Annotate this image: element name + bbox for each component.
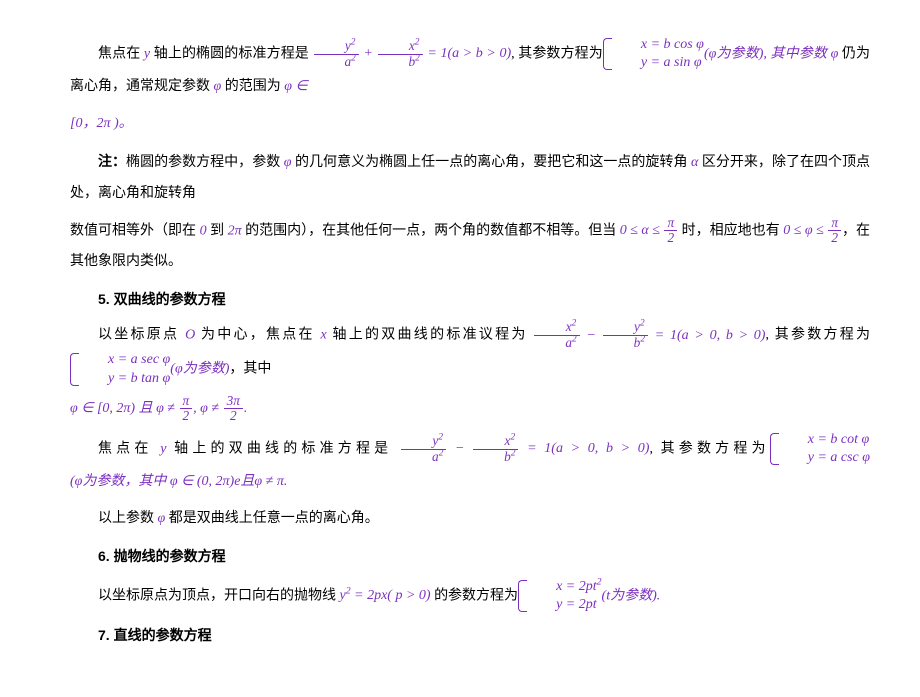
cond2: φ ∈ (0, 2π)e且φ ≠ π. (170, 474, 287, 489)
t: 焦点在 (98, 46, 144, 61)
param-sys: x = a sec φy = b tan φ (70, 351, 170, 387)
t: 都是双曲线上任意一点的离心角。 (165, 511, 379, 526)
param-sys: x = 2pt2y = 2pt (518, 578, 601, 614)
heading-6: 6. 抛物线的参数方程 (70, 541, 870, 572)
note-label: 注： (98, 153, 126, 169)
t: 轴上的双曲线的标准议程为 (327, 328, 534, 343)
para-note-cont: 数值可相等外（即在 0 到 2π 的范围内），在其他任何一点，两个角的数值都不相… (70, 216, 870, 278)
para-note: 注：椭圆的参数方程中，参数 φ 的几何意义为椭圆上任一点的离心角，要把它和这一点… (70, 146, 870, 210)
para-ellipse-yaxis: 焦点在 y 轴上的椭圆的标准方程是 y2a2 + x2b2 = 1(a > b … (70, 36, 870, 103)
para-hyperbola-x: 以坐标原点 O 为中心，焦点在 x 轴上的双曲线的标准议程为 x2a2 − y2… (70, 320, 870, 388)
two-pi: 2π (228, 223, 242, 238)
heading-5: 5. 双曲线的参数方程 (70, 284, 870, 315)
eq-hyp-y: y2a2 − x2b2 = 1(a > 0, b > 0) (400, 441, 649, 456)
t: 的几何意义为椭圆上任一点的离心角，要把它和这一点的旋转角 (292, 155, 691, 170)
t: ，其中 (229, 362, 271, 377)
t: 轴上的双曲线的标准方程是 (166, 441, 400, 456)
phi: φ (284, 155, 292, 170)
t: 数值可相等外（即在 (70, 223, 200, 238)
zero: 0 (200, 223, 207, 238)
t: 以坐标原点为顶点，开口向右的抛物线 (98, 588, 340, 603)
t: 到 (207, 223, 228, 238)
t: (φ为参数，其中 (70, 474, 170, 489)
eq-ellipse-std: y2a2 + x2b2 = 1(a > b > 0) (313, 46, 512, 61)
range: φ ∈ (284, 79, 307, 94)
t: (φ为参数), 其中参数 (704, 46, 831, 61)
t: , 其参数方程为 (649, 441, 769, 456)
eq-parabola: y2 = 2px( p > 0) (340, 588, 431, 603)
para-range-cont: [0，2π )。 (70, 109, 870, 140)
param-sys: x = b cos φy = a sin φ (603, 36, 704, 72)
t: 的范围为 (221, 79, 284, 94)
param-sys: x = b cot φy = a csc φ (770, 431, 870, 467)
t: 焦点在 (98, 441, 160, 456)
cond: φ ∈ [0, 2π) 且 φ ≠ π2, φ ≠ 3π2. (70, 401, 247, 416)
t: 时，相应地也有 (678, 223, 783, 238)
t: 以上参数 (98, 511, 158, 526)
t: (t为参数). (602, 588, 661, 603)
para-hyp-note: 以上参数 φ 都是双曲线上任意一点的离心角。 (70, 504, 870, 535)
interval: [0，2π )。 (70, 116, 133, 131)
O: O (185, 328, 195, 343)
para-parabola: 以坐标原点为顶点，开口向右的抛物线 y2 = 2px( p > 0) 的参数方程… (70, 578, 870, 614)
eq-hyp-x: x2a2 − y2b2 = 1(a > 0, b > 0) (533, 328, 765, 343)
t: , 其参数方程为 (511, 46, 603, 61)
ineq-phi: 0 ≤ φ ≤ π2 (783, 223, 842, 238)
t: 的范围内），在其他任何一点，两个角的数值都不相等。但当 (242, 223, 620, 238)
ineq-alpha: 0 ≤ α ≤ π2 (620, 223, 678, 238)
t: 轴上的椭圆的标准方程是 (150, 46, 312, 61)
t: 为中心，焦点在 (195, 328, 320, 343)
t: 的参数方程为 (431, 588, 519, 603)
para-hyperbola-y: 焦点在 y 轴上的双曲线的标准方程是 y2a2 − x2b2 = 1(a > 0… (70, 431, 870, 498)
t: , 其参数方程为 (765, 328, 870, 343)
t: 椭圆的参数方程中，参数 (126, 155, 284, 170)
para-hyp-cond: φ ∈ [0, 2π) 且 φ ≠ π2, φ ≠ 3π2. (70, 394, 870, 425)
t: (φ为参数) (170, 362, 229, 377)
t: 以坐标原点 (98, 328, 185, 343)
heading-7: 7. 直线的参数方程 (70, 620, 870, 651)
